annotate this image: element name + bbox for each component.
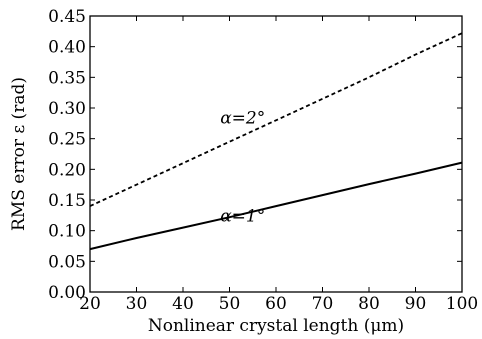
y-tick-label: 0.20 <box>48 160 86 180</box>
x-tick-label: 40 <box>172 294 194 314</box>
x-tick-label: 80 <box>358 294 380 314</box>
plot-frame <box>89 15 463 293</box>
x-tick-labels: 20 30 40 50 60 70 80 90 100 <box>79 294 478 314</box>
y-tick-label: 0.40 <box>48 38 86 58</box>
series-annotation-label: α=1° <box>220 206 265 226</box>
y-axis-title: RMS error ε (rad) <box>9 77 29 231</box>
x-tick-label: 20 <box>79 294 101 314</box>
y-tick-label: 0.30 <box>48 99 86 119</box>
y-tick-label: 0.35 <box>48 68 86 88</box>
annotations: α=2° α=1° <box>220 108 265 226</box>
tick-marks <box>89 15 463 293</box>
y-tick-label: 0.10 <box>48 222 86 242</box>
x-tick-label: 90 <box>405 294 427 314</box>
y-tick-label: 0.05 <box>48 252 86 272</box>
y-tick-label: 0.00 <box>48 283 86 303</box>
x-tick-label: 30 <box>126 294 148 314</box>
y-tick-labels: 0.00 0.05 0.10 0.15 0.20 0.25 0.30 0.35 0.40 0.45 <box>48 7 86 303</box>
series-line-alpha-2 <box>89 32 463 207</box>
y-tick-label: 0.25 <box>48 130 86 150</box>
y-tick-label: 0.15 <box>48 191 86 211</box>
series-line-alpha-1 <box>89 161 463 251</box>
series-annotation-label: α=2° <box>220 108 265 128</box>
x-tick-label: 100 <box>446 294 478 314</box>
x-tick-label: 60 <box>265 294 287 314</box>
x-tick-label: 70 <box>312 294 334 314</box>
series-lines <box>89 32 463 251</box>
x-axis-title: Nonlinear crystal length (μm) <box>148 316 404 336</box>
y-tick-label: 0.45 <box>48 7 86 27</box>
x-tick-label: 50 <box>219 294 241 314</box>
